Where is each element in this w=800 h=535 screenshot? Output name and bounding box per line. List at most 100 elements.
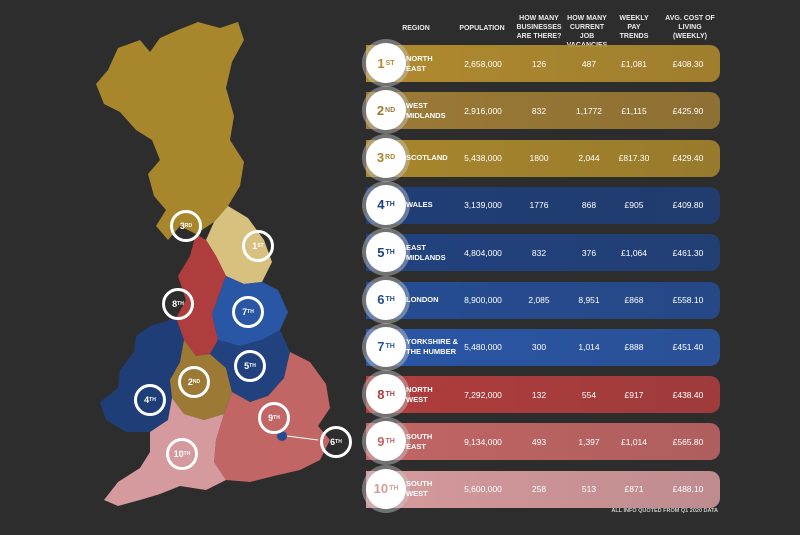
header-businesses: HOW MANY BUSINESSES ARE THERE? <box>516 15 562 40</box>
london-pointer <box>286 435 319 441</box>
region-name-line-2: EAST <box>406 441 427 451</box>
rank-suffix: ST <box>385 59 395 67</box>
rank-suffix: RD <box>385 154 396 162</box>
cell-businesses: 300 <box>531 342 547 353</box>
region-name-line-1: SOUTH <box>406 431 433 441</box>
map-badge-wales: 4 TH <box>134 384 166 416</box>
rank-suffix: TH <box>385 390 395 398</box>
table-row: 10 TH SOUTH WEST 5,600,000 258 513 £871 £488.10 <box>366 468 720 509</box>
region-name: LONDON <box>406 282 472 319</box>
region-name: WEST MIDLANDS <box>406 92 472 129</box>
cell-cost: £409.80 <box>672 200 704 211</box>
cell-businesses: 258 <box>531 484 547 495</box>
cell-vacancies: 554 <box>581 389 597 400</box>
cell-pay: £888 <box>624 342 644 353</box>
rank-badge: 4 TH <box>366 184 406 225</box>
region-name: SOUTH EAST <box>406 423 472 460</box>
rank-badge: 5 TH <box>366 232 406 273</box>
rank-number: 9 <box>377 433 385 449</box>
region-name-line-2: WEST <box>406 489 428 499</box>
region-name-line-2: WEST <box>406 394 428 404</box>
cell-population: 9,134,000 <box>464 436 502 447</box>
region-name-line-1: EAST <box>406 242 427 252</box>
cell-population: 7,292,000 <box>464 389 502 400</box>
table-row: 3 RD SCOTLAND 5,438,000 1800 2,044 £817.30 £429… <box>366 137 720 178</box>
region-london <box>277 431 287 441</box>
cell-population: 2,916,000 <box>464 105 502 116</box>
cell-vacancies: 2,044 <box>578 153 600 164</box>
region-name-line-2: MIDLANDS <box>406 110 446 120</box>
cell-pay: £1,115 <box>621 105 647 116</box>
table-row: 6 TH LONDON 8,900,000 2,085 8,951 £868 £558.10 <box>366 279 720 320</box>
rank-badge: 3 RD <box>366 137 406 178</box>
header-region: REGION <box>402 25 430 32</box>
region-name: NORTH WEST <box>406 376 472 413</box>
region-name-line-1: WEST <box>406 100 428 110</box>
rank-number: 2 <box>376 102 385 118</box>
cell-population: 2,658,000 <box>464 58 502 69</box>
header-pay: WEEKLY PAY TRENDS <box>619 15 649 40</box>
region-name-line-1: LONDON <box>406 295 439 304</box>
cell-vacancies: 513 <box>581 484 597 495</box>
region-name: SOUTH WEST <box>406 471 472 508</box>
cell-population: 5,480,000 <box>464 342 502 353</box>
map-badge-east-midlands: 5 TH <box>234 350 266 382</box>
rank-number: 8 <box>377 386 385 402</box>
cell-cost: £461.30 <box>672 247 704 258</box>
rank-number: 4 <box>377 197 385 213</box>
cell-businesses: 832 <box>531 105 547 116</box>
region-name: WALES <box>406 187 472 224</box>
cell-cost: £451.40 <box>672 342 704 353</box>
cell-cost: £438.40 <box>672 389 704 400</box>
rank-badge: 2 ND <box>366 90 406 131</box>
cell-pay: £917 <box>624 389 644 400</box>
region-name: SCOTLAND <box>406 140 472 177</box>
cell-pay: £1,014 <box>621 436 647 447</box>
rank-badge: 8 TH <box>366 374 406 415</box>
footnote: ALL INFO QUOTED FROM Q1 2020 DATA <box>611 508 718 514</box>
region-scotland <box>96 22 244 240</box>
rank-number: 1 <box>377 55 385 71</box>
rank-suffix: TH <box>389 485 399 493</box>
rank-badge: 1 ST <box>366 43 406 83</box>
cell-population: 4,804,000 <box>464 247 502 258</box>
cell-businesses: 1776 <box>529 200 549 211</box>
region-south-west <box>104 398 226 506</box>
cell-population: 5,600,000 <box>464 484 502 495</box>
rank-suffix: TH <box>385 201 395 209</box>
region-name-line-1: YORKSHIRE & <box>406 337 459 347</box>
region-north-west <box>176 234 226 356</box>
cell-pay: £817.30 <box>618 153 650 164</box>
map-badge-south-west: 10 TH <box>166 438 198 470</box>
region-name-line-1: WALES <box>406 200 433 210</box>
region-name-line-2: EAST <box>406 63 427 73</box>
region-name: EAST MIDLANDS <box>406 234 472 271</box>
map-badge-london: 6 TH <box>320 426 352 458</box>
cell-businesses: 493 <box>531 436 547 447</box>
cell-population: 5,438,000 <box>464 153 502 164</box>
cell-population: 3,139,000 <box>464 200 502 211</box>
region-name: NORTH EAST <box>406 45 472 82</box>
cell-cost: £429.40 <box>672 153 704 164</box>
map-badge-west-midlands: 2 ND <box>178 366 210 398</box>
region-name: YORKSHIRE & THE HUMBER <box>406 329 472 366</box>
rank-badge: 7 TH <box>366 326 406 367</box>
rank-number: 3 <box>376 150 385 166</box>
cell-vacancies: 487 <box>581 58 597 69</box>
rank-suffix: TH <box>385 296 395 303</box>
cell-cost: £425.90 <box>672 105 704 116</box>
map-badge-south-east: 9 TH <box>258 402 290 434</box>
map-badge-scotland: 3 RD <box>170 210 202 242</box>
table-row: 2 ND WEST MIDLANDS 2,916,000 832 1,1772 £1,115 £… <box>366 90 720 131</box>
cell-vacancies: 1,1772 <box>576 105 602 116</box>
rank-badge: 6 TH <box>366 279 406 320</box>
table-row: 9 TH SOUTH EAST 9,134,000 493 1,397 £1,014 £565.… <box>366 421 720 462</box>
cell-vacancies: 1,397 <box>578 436 600 447</box>
cell-cost: £488.10 <box>672 484 704 495</box>
cell-pay: £905 <box>624 200 644 211</box>
table-row: 8 TH NORTH WEST 7,292,000 132 554 £917 £438.40 <box>366 374 720 415</box>
cell-vacancies: 1,014 <box>578 342 600 353</box>
cell-population: 8,900,000 <box>464 295 502 305</box>
header-cost: AVG. COST OF LIVING (WEEKLY) <box>665 15 715 40</box>
cell-businesses: 2,085 <box>528 295 550 305</box>
